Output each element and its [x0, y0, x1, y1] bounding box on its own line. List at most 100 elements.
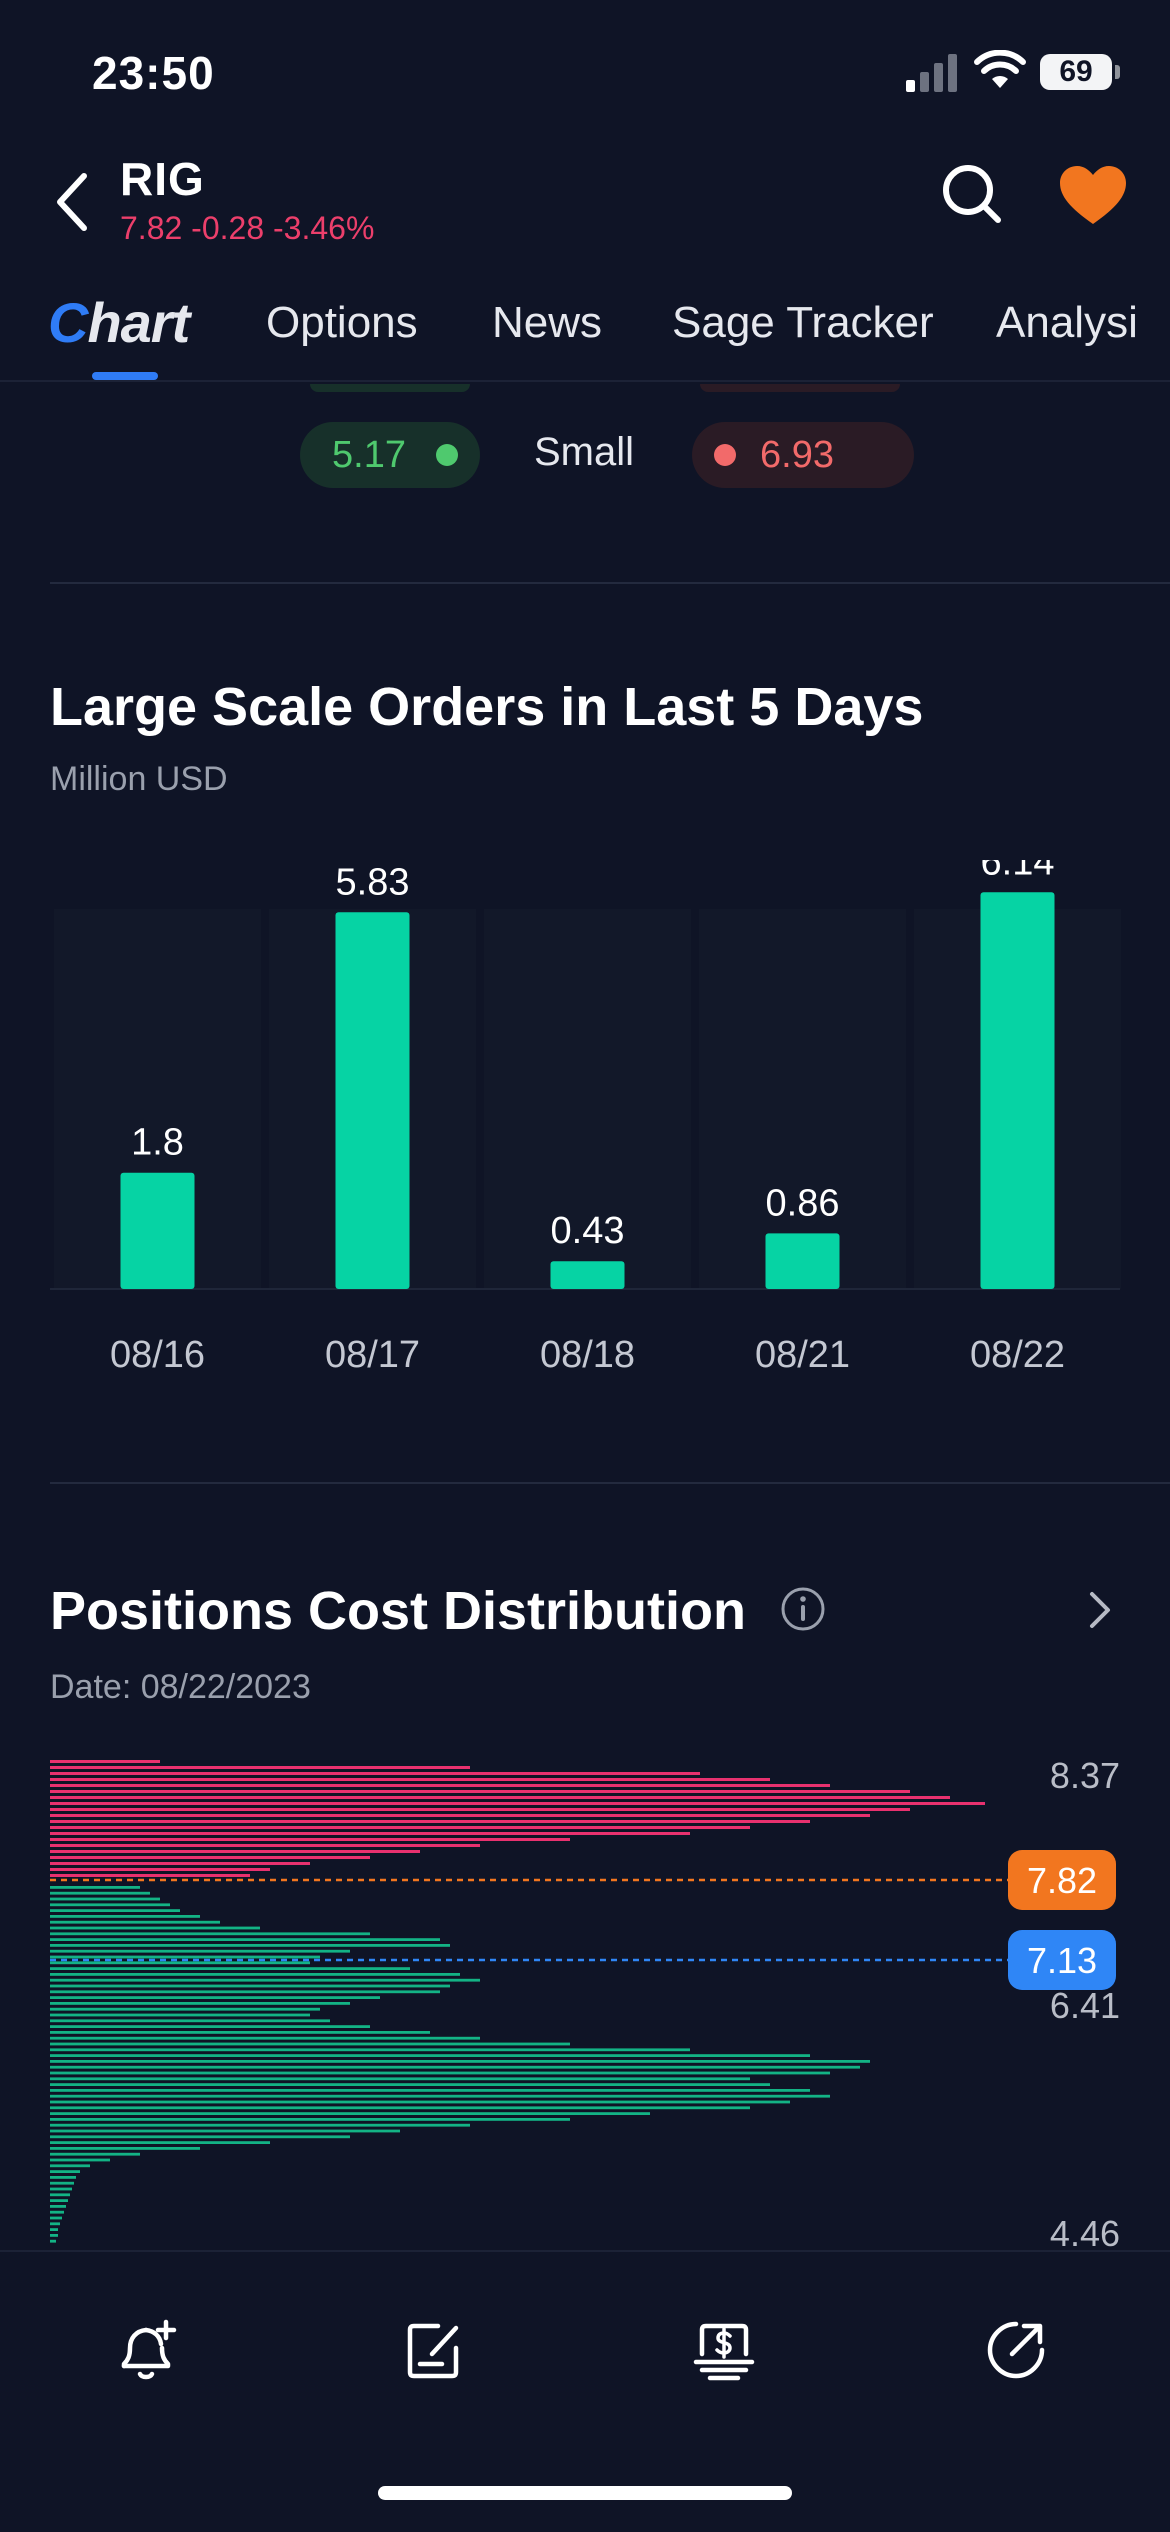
- loss-distribution-bar: [50, 1850, 420, 1853]
- profit-distribution-bar: [50, 2083, 770, 2086]
- svg-text:7.82: 7.82: [1027, 1860, 1097, 1901]
- bar-08-22[interactable]: [980, 892, 1055, 1289]
- trade-money-icon[interactable]: [688, 2314, 760, 2386]
- tab-sage-tracker[interactable]: Sage Tracker: [672, 298, 934, 347]
- profit-distribution-bar: [50, 2239, 56, 2243]
- buy-dot-icon: [436, 444, 458, 466]
- loss-distribution-bar: [50, 1778, 770, 1781]
- profit-distribution-bar: [50, 2007, 320, 2011]
- profit-distribution-bar: [50, 1903, 170, 1907]
- profit-distribution-bar: [50, 2222, 60, 2226]
- large-orders-title: Large Scale Orders in Last 5 Days: [50, 677, 924, 737]
- prev-row-edge: [700, 384, 900, 392]
- status-time: 23:50: [92, 47, 215, 99]
- bar-value-label: 0.43: [551, 1210, 625, 1252]
- loss-distribution-bar: [50, 1802, 985, 1805]
- alert-add-icon[interactable]: [110, 2314, 182, 2386]
- bar-08-21[interactable]: [765, 1233, 840, 1289]
- loss-distribution-bar: [50, 1766, 470, 1769]
- profit-distribution-bar: [50, 2031, 430, 2034]
- section-divider: [50, 582, 1170, 584]
- profit-distribution-bar: [50, 2135, 350, 2139]
- note-edit-icon[interactable]: [398, 2314, 470, 2386]
- x-tick-label: 08/17: [325, 1334, 420, 1376]
- loss-distribution-bar: [50, 1784, 830, 1787]
- profit-distribution-bar: [50, 1949, 350, 1953]
- tab-analysis[interactable]: Analysi: [996, 298, 1138, 347]
- battery-indicator: 69: [1040, 54, 1120, 90]
- profit-distribution-bar: [50, 1897, 160, 1901]
- profit-distribution-bar: [50, 2071, 830, 2075]
- wifi-icon: [974, 50, 1026, 88]
- search-icon[interactable]: [940, 162, 1004, 226]
- info-icon[interactable]: [780, 1586, 826, 1632]
- profit-distribution-bar: [50, 2123, 470, 2127]
- profit-distribution-bar: [50, 2234, 58, 2237]
- loss-distribution-bar: [50, 1826, 750, 1829]
- bar-value-label: 0.86: [766, 1182, 840, 1224]
- small-label: Small: [534, 430, 635, 474]
- profit-distribution-bar: [50, 2013, 310, 2017]
- loss-distribution-bar: [50, 1814, 870, 1817]
- profit-distribution-bar: [50, 2176, 76, 2179]
- profit-distribution-bar: [50, 2100, 790, 2104]
- small-buy-pill: 5.17: [300, 422, 480, 488]
- large-orders-unit: Million USD: [50, 760, 228, 798]
- profit-distribution-bar: [50, 1984, 450, 1988]
- share-icon[interactable]: [980, 2314, 1052, 2386]
- loss-distribution-bar: [50, 1844, 480, 1847]
- bar-08-17[interactable]: [335, 912, 410, 1289]
- profit-distribution-bar: [50, 2193, 70, 2197]
- bar-value-label: 6.14: [981, 860, 1055, 883]
- profit-distribution-bar: [50, 1920, 220, 1924]
- profit-distribution-bar: [50, 2002, 350, 2005]
- bar-08-18[interactable]: [550, 1261, 625, 1289]
- watchlist-heart-icon[interactable]: [1058, 164, 1128, 228]
- profit-distribution-bar: [50, 2216, 62, 2220]
- svg-text:7.13: 7.13: [1027, 1940, 1097, 1981]
- profit-distribution-bar: [50, 1961, 310, 1965]
- section-divider: [50, 1482, 1170, 1484]
- profit-distribution-bar: [50, 1967, 410, 1970]
- profit-distribution-bar: [50, 2106, 750, 2110]
- profit-distribution-bar: [50, 2199, 68, 2202]
- profit-distribution-bar: [50, 2036, 480, 2040]
- profit-distribution-bar: [50, 2060, 870, 2063]
- back-arrow-icon[interactable]: [50, 170, 94, 234]
- profit-distribution-bar: [50, 2089, 810, 2092]
- tab-options[interactable]: Options: [266, 298, 418, 347]
- profit-distribution-bar: [50, 2147, 200, 2150]
- bar-value-label: 1.8: [131, 1122, 184, 1164]
- small-orders-row: 5.17 Small 6.93: [0, 384, 1170, 584]
- profit-distribution-bar: [50, 2181, 74, 2185]
- profit-distribution-bar: [50, 2025, 370, 2028]
- active-tab-indicator: [92, 372, 158, 380]
- chevron-right-icon[interactable]: [1084, 1588, 1116, 1632]
- profit-distribution-bar: [50, 1944, 450, 1947]
- small-sell-pill: 6.93: [692, 422, 914, 488]
- profit-distribution-bar: [50, 1990, 440, 1994]
- profit-distribution-bar: [50, 2210, 64, 2214]
- x-tick-label: 08/22: [970, 1334, 1065, 1376]
- bottom-toolbar: [0, 2250, 1170, 2532]
- loss-distribution-bar: [50, 1772, 700, 1775]
- prev-row-edge: [310, 384, 470, 392]
- tab-chart[interactable]: Chart: [48, 291, 190, 354]
- tab-news[interactable]: News: [492, 298, 603, 347]
- loss-distribution-bar: [50, 1838, 570, 1841]
- profit-distribution-bar: [50, 1955, 320, 1959]
- stock-header: RIG 7.82 -0.28 -3.46%: [0, 140, 1170, 270]
- bar-08-16[interactable]: [120, 1172, 195, 1289]
- price-axis-label: 8.37: [1050, 1755, 1120, 1796]
- profit-distribution-bar: [50, 2228, 58, 2231]
- profit-distribution-bar: [50, 2158, 110, 2162]
- profit-distribution-bar: [50, 1973, 460, 1976]
- bar-value-label: 5.83: [336, 861, 410, 903]
- profit-distribution-bar: [50, 2065, 860, 2069]
- profit-distribution-bar: [50, 2094, 830, 2098]
- profit-distribution-bar: [50, 1886, 140, 1889]
- small-buy-value: 5.17: [332, 434, 406, 476]
- cost-distribution-date: Date: 08/22/2023: [50, 1668, 311, 1706]
- profit-distribution-bar: [50, 2164, 90, 2168]
- price-axis-label: 6.41: [1050, 1985, 1120, 2026]
